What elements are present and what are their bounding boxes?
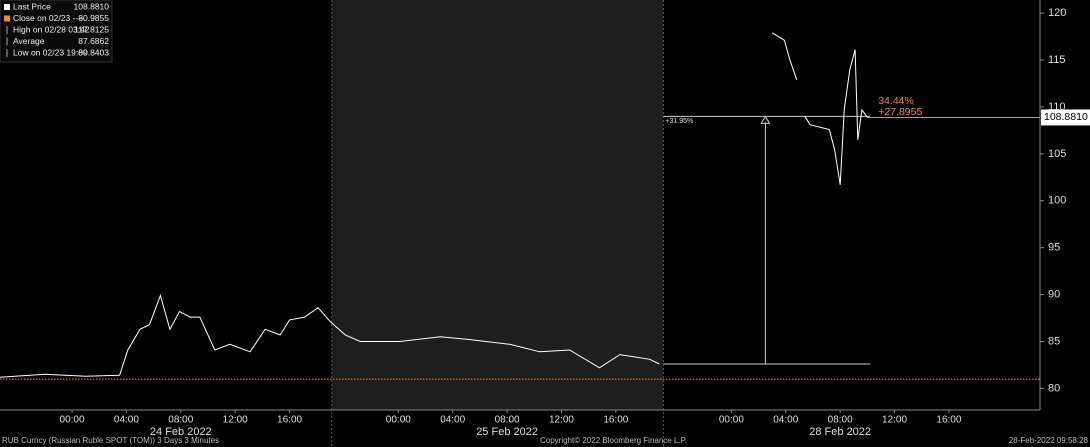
change-annotation: 34.44% bbox=[878, 95, 914, 107]
last-price-tag bbox=[1041, 109, 1090, 126]
legend-icon bbox=[4, 15, 10, 22]
y-tick-label: 120 bbox=[1048, 7, 1066, 19]
y-tick-label: 115 bbox=[1048, 54, 1066, 66]
change-annotation: +27.8955 bbox=[878, 106, 922, 118]
x-tick-label: 08:00 bbox=[168, 415, 193, 426]
y-tick-label: 100 bbox=[1048, 195, 1066, 207]
x-tick-label: 12:00 bbox=[223, 415, 248, 426]
price-line bbox=[0, 32, 868, 378]
last-price-label: 108.8810 bbox=[1044, 111, 1088, 123]
legend-name: Close on 02/23 ---- bbox=[13, 13, 84, 23]
legend-name: Low on 02/23 19:09 bbox=[13, 47, 88, 57]
day-label: 25 Feb 2022 bbox=[476, 426, 538, 438]
session-shade bbox=[331, 0, 664, 410]
x-tick-label: 04:00 bbox=[773, 415, 798, 426]
legend-value: 108.8810 bbox=[74, 1, 110, 11]
legend-icon bbox=[4, 4, 10, 10]
footer-text: 28-Feb-2022 09:58:28 bbox=[1009, 436, 1089, 445]
x-tick-label: 04:00 bbox=[114, 415, 139, 426]
x-tick-label: 12:00 bbox=[882, 415, 907, 426]
x-tick-label: 08:00 bbox=[495, 415, 520, 426]
legend-value: 87.6862 bbox=[78, 36, 109, 46]
y-tick-label: 105 bbox=[1048, 148, 1066, 160]
legend-name: Last Price bbox=[13, 1, 51, 11]
y-tick-label: 80 bbox=[1048, 382, 1060, 394]
legend-name: High on 02/28 03:42 bbox=[13, 24, 90, 34]
day-label: 28 Feb 2022 bbox=[809, 426, 871, 438]
x-tick-label: 00:00 bbox=[60, 415, 85, 426]
y-tick-label: 90 bbox=[1048, 289, 1060, 301]
footer-text: RUB Curncy (Russian Ruble SPOT (TOM)) 3 … bbox=[2, 436, 219, 445]
legend-name: Average bbox=[13, 36, 45, 46]
legend-value: 80.9855 bbox=[78, 13, 109, 23]
legend-value: 80.8403 bbox=[78, 47, 109, 57]
x-tick-label: 12:00 bbox=[549, 415, 574, 426]
x-tick-label: 08:00 bbox=[828, 415, 853, 426]
x-tick-label: 16:00 bbox=[603, 415, 628, 426]
y-tick-label: 85 bbox=[1048, 335, 1060, 347]
measure-label: +31.95% bbox=[665, 118, 693, 125]
x-tick-label: 00:00 bbox=[386, 415, 411, 426]
x-tick-label: 00:00 bbox=[719, 415, 744, 426]
footer-text: Copyright© 2022 Bloomberg Finance L.P. bbox=[540, 436, 687, 445]
measure-arrow bbox=[760, 115, 771, 124]
x-tick-label: 04:00 bbox=[440, 415, 465, 426]
day-label: 24 Feb 2022 bbox=[150, 426, 212, 438]
legend-value: 117.8125 bbox=[74, 24, 109, 34]
y-tick-label: 95 bbox=[1048, 242, 1060, 254]
legend-box bbox=[0, 0, 113, 63]
x-tick-label: 16:00 bbox=[277, 415, 302, 426]
x-tick-label: 16:00 bbox=[936, 415, 961, 426]
